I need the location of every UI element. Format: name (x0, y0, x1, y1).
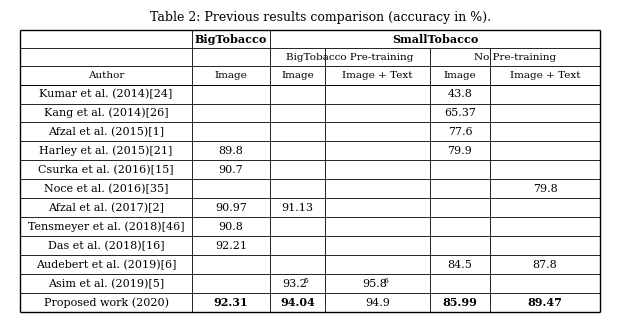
Text: 92.31: 92.31 (214, 297, 248, 308)
Text: 79.9: 79.9 (447, 146, 472, 156)
Text: Image + Text: Image + Text (342, 71, 413, 80)
Text: BigTobacco: BigTobacco (195, 34, 267, 45)
Text: Afzal et al. (2015)[1]: Afzal et al. (2015)[1] (48, 127, 164, 137)
Text: Das et al. (2018)[16]: Das et al. (2018)[16] (48, 241, 164, 251)
Text: Noce et al. (2016)[35]: Noce et al. (2016)[35] (44, 184, 168, 194)
Text: 90.97: 90.97 (215, 203, 247, 213)
Text: 79.8: 79.8 (532, 184, 557, 194)
Text: 91.13: 91.13 (282, 203, 314, 213)
Text: 92.21: 92.21 (215, 241, 247, 251)
Text: 95.8: 95.8 (362, 279, 387, 289)
Text: 94.9: 94.9 (365, 298, 390, 307)
Text: BigTobacco Pre-training: BigTobacco Pre-training (286, 53, 413, 62)
Text: 65.37: 65.37 (444, 108, 476, 118)
Text: 90.8: 90.8 (219, 222, 243, 232)
Text: 77.6: 77.6 (448, 127, 472, 137)
Text: 90.7: 90.7 (219, 165, 243, 175)
Text: Image + Text: Image + Text (509, 71, 580, 80)
Text: 87.8: 87.8 (532, 259, 557, 270)
Text: Audebert et al. (2019)[6]: Audebert et al. (2019)[6] (36, 259, 176, 270)
Text: Proposed work (2020): Proposed work (2020) (44, 297, 168, 308)
Text: Afzal et al. (2017)[2]: Afzal et al. (2017)[2] (48, 202, 164, 213)
Text: 89.47: 89.47 (527, 297, 563, 308)
Text: Asim et al. (2019)[5]: Asim et al. (2019)[5] (48, 278, 164, 289)
Text: 6: 6 (383, 276, 388, 285)
Text: 89.8: 89.8 (219, 146, 243, 156)
Text: SmallTobacco: SmallTobacco (392, 34, 478, 45)
Text: Image: Image (281, 71, 314, 80)
Text: Tensmeyer et al. (2018)[46]: Tensmeyer et al. (2018)[46] (28, 221, 184, 232)
Text: 85.99: 85.99 (443, 297, 477, 308)
Text: 5: 5 (303, 276, 308, 285)
Text: 43.8: 43.8 (447, 89, 472, 99)
Text: Image: Image (214, 71, 248, 80)
Text: Image: Image (444, 71, 476, 80)
Text: Kang et al. (2014)[26]: Kang et al. (2014)[26] (44, 108, 168, 118)
Text: Author: Author (88, 71, 124, 80)
Text: 94.04: 94.04 (280, 297, 315, 308)
Text: 93.2: 93.2 (282, 279, 307, 289)
Text: 84.5: 84.5 (447, 259, 472, 270)
Text: Harley et al. (2015)[21]: Harley et al. (2015)[21] (39, 146, 173, 156)
Text: Csurka et al. (2016)[15]: Csurka et al. (2016)[15] (38, 165, 174, 175)
Text: Table 2: Previous results comparison (accuracy in %).: Table 2: Previous results comparison (ac… (150, 11, 490, 24)
Text: No Pre-training: No Pre-training (474, 53, 556, 62)
Text: Kumar et al. (2014)[24]: Kumar et al. (2014)[24] (39, 89, 173, 99)
